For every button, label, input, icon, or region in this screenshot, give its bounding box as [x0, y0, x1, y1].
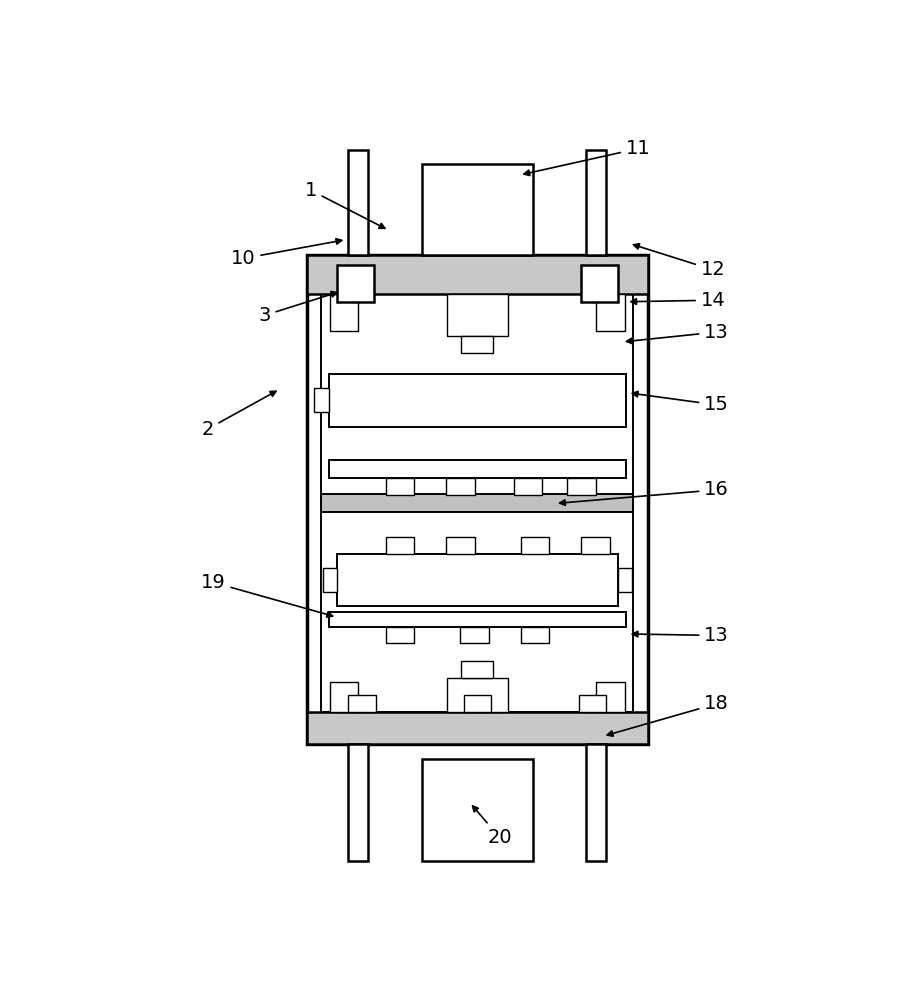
- Bar: [322, 295, 633, 712]
- Bar: [446, 479, 474, 495]
- Bar: [330, 682, 358, 712]
- Bar: [461, 661, 494, 678]
- Bar: [461, 336, 494, 353]
- Bar: [307, 255, 648, 744]
- Bar: [514, 479, 542, 495]
- Text: 14: 14: [630, 291, 725, 309]
- Bar: [386, 537, 414, 554]
- Bar: [323, 567, 337, 592]
- Bar: [348, 695, 376, 712]
- Bar: [348, 150, 369, 255]
- Bar: [596, 682, 625, 712]
- Text: 19: 19: [200, 573, 333, 618]
- Bar: [329, 460, 626, 479]
- Bar: [586, 150, 607, 255]
- Text: 18: 18: [607, 694, 729, 736]
- Bar: [581, 265, 618, 301]
- Bar: [307, 712, 648, 744]
- Bar: [348, 744, 369, 862]
- Bar: [422, 759, 533, 862]
- Bar: [422, 164, 533, 255]
- Bar: [448, 678, 507, 712]
- Bar: [464, 695, 491, 712]
- Bar: [386, 626, 414, 643]
- Text: 13: 13: [627, 322, 729, 344]
- Bar: [322, 494, 633, 512]
- Text: 1: 1: [304, 181, 385, 229]
- Bar: [337, 554, 618, 606]
- Bar: [579, 695, 607, 712]
- Bar: [582, 537, 610, 554]
- Text: 16: 16: [560, 481, 729, 505]
- Text: 3: 3: [258, 292, 337, 325]
- Bar: [446, 537, 474, 554]
- Text: 2: 2: [201, 391, 276, 438]
- Bar: [314, 388, 329, 413]
- Bar: [460, 626, 489, 643]
- Bar: [586, 744, 607, 862]
- Bar: [567, 479, 596, 495]
- Bar: [330, 295, 358, 331]
- Bar: [307, 255, 648, 295]
- Bar: [521, 626, 550, 643]
- Text: 20: 20: [472, 806, 512, 847]
- Bar: [337, 265, 374, 301]
- Bar: [386, 479, 414, 495]
- Bar: [329, 373, 626, 427]
- Bar: [329, 612, 626, 626]
- Bar: [521, 537, 550, 554]
- Bar: [618, 567, 632, 592]
- Text: 11: 11: [524, 139, 651, 175]
- Text: 15: 15: [632, 391, 729, 415]
- Text: 10: 10: [231, 238, 342, 268]
- Text: 13: 13: [632, 625, 729, 645]
- Bar: [596, 295, 625, 331]
- Bar: [448, 295, 507, 336]
- Text: 12: 12: [633, 243, 725, 280]
